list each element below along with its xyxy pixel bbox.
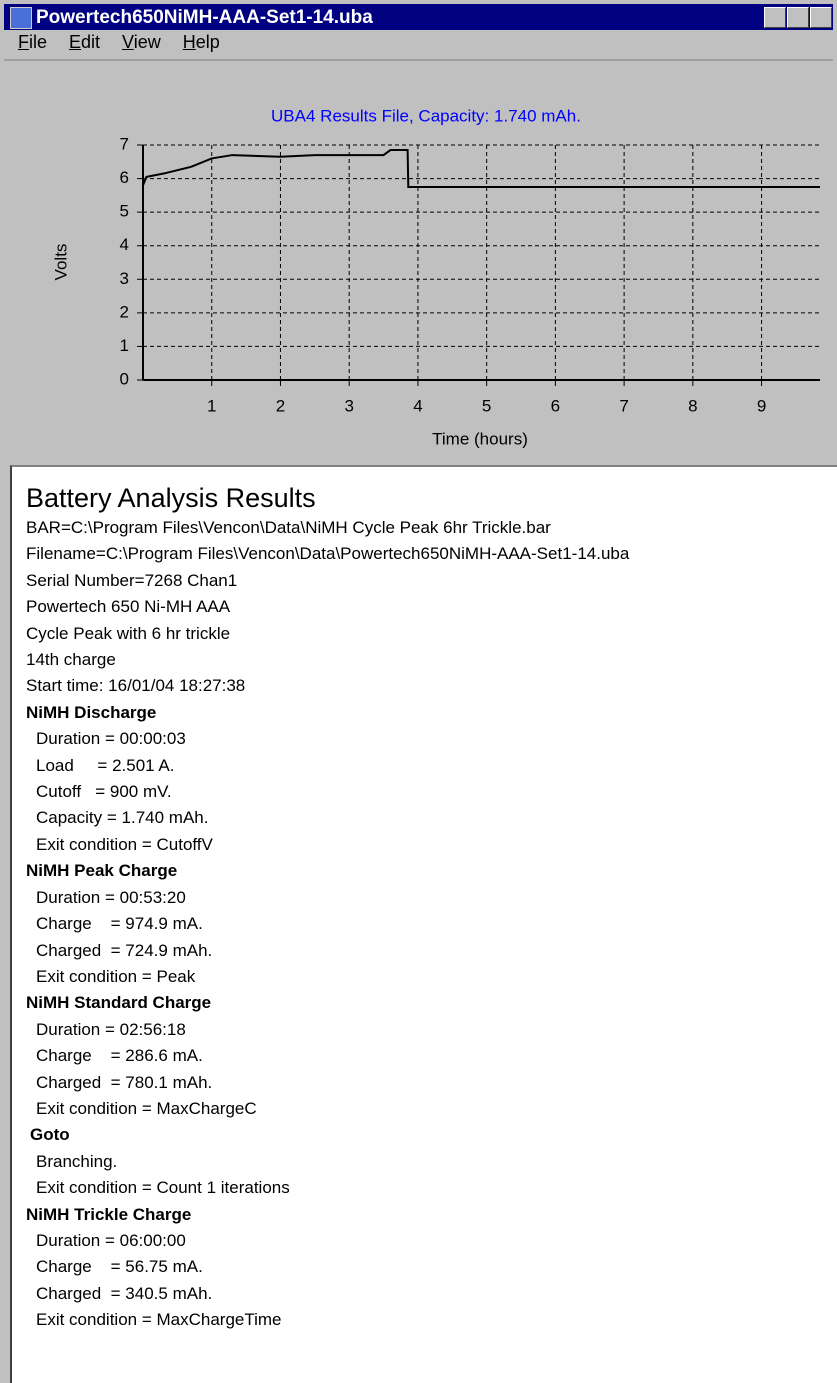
report-line: Filename=C:\Program Files\Vencon\Data\Po… (26, 544, 630, 564)
x-tick-label: 9 (757, 396, 766, 415)
report-line: Duration = 06:00:00 (36, 1230, 186, 1250)
report-line: Capacity = 1.740 mAh. (36, 808, 209, 828)
x-tick-label: 7 (619, 396, 628, 415)
y-tick-label: 5 (120, 202, 129, 221)
x-tick-label: 8 (688, 396, 697, 415)
report-line: Charge = 974.9 mA. (36, 914, 203, 934)
y-tick-label: 1 (120, 336, 129, 355)
report-line: Start time: 16/01/04 18:27:38 (26, 676, 246, 696)
x-tick-label: 2 (276, 396, 285, 415)
y-tick-label: 4 (120, 235, 129, 254)
report-line: Charged = 780.1 mAh. (36, 1072, 213, 1092)
section-heading: NiMH Peak Charge (26, 861, 178, 881)
report-line: Exit condition = MaxChargeTime (36, 1310, 282, 1330)
menu-bar: File Edit View Help (4, 32, 228, 58)
report-pane: Battery Analysis Results BAR=C:\Program F… (10, 465, 837, 1383)
section-heading: NiMH Standard Charge (26, 993, 212, 1013)
report-title: Battery Analysis Results (26, 483, 316, 513)
report-line: Charged = 724.9 mAh. (36, 940, 213, 960)
y-tick-label: 7 (120, 134, 129, 153)
report-line: Exit condition = Peak (36, 966, 196, 986)
menu-item[interactable]: File (18, 32, 48, 52)
report-line: Load = 2.501 A. (36, 755, 175, 775)
report-line: Charge = 56.75 mA. (36, 1257, 203, 1277)
y-tick-label: 2 (120, 302, 129, 321)
report-line: Exit condition = CutoffV (36, 834, 213, 854)
section-heading: Goto (30, 1125, 70, 1145)
report-line: 14th charge (26, 650, 116, 670)
y-tick-label: 3 (120, 269, 129, 288)
report-line: Exit condition = Count 1 iterations (36, 1178, 290, 1198)
chart: UBA4 Results File, Capacity: 1.740 mAh. … (4, 59, 833, 448)
x-tick-label: 4 (413, 396, 422, 415)
report-line: Serial Number=7268 Chan1 (26, 570, 238, 590)
report-line: Charged = 340.5 mAh. (36, 1283, 213, 1303)
y-axis-label: Volts (51, 244, 70, 281)
section-heading: NiMH Trickle Charge (26, 1204, 192, 1224)
data-line (142, 149, 820, 188)
report-line: Duration = 02:56:18 (36, 1019, 186, 1039)
x-tick-label: 6 (551, 396, 560, 415)
x-tick-label: 3 (344, 396, 353, 415)
y-tick-label: 0 (120, 369, 129, 388)
y-tick-label: 6 (120, 168, 129, 187)
maximize-button[interactable] (787, 7, 809, 28)
report-line: Duration = 00:53:20 (36, 887, 186, 907)
minimize-button[interactable] (764, 7, 786, 28)
chart-title: UBA4 Results File, Capacity: 1.740 mAh. (271, 106, 581, 125)
report-line: Duration = 00:00:03 (36, 729, 186, 749)
report-line: Cycle Peak with 6 hr trickle (26, 623, 231, 643)
report-line: Charge = 286.6 mA. (36, 1046, 203, 1066)
window-title: Powertech650NiMH-AAA-Set1-14.uba (36, 7, 373, 28)
close-button[interactable] (810, 7, 832, 28)
menu-item[interactable]: Edit (69, 32, 101, 52)
app-icon (10, 7, 32, 29)
report-line: Branching. (36, 1151, 118, 1171)
menu-item[interactable]: View (122, 32, 161, 52)
x-tick-label: 5 (482, 396, 491, 415)
title-bar: Powertech650NiMH-AAA-Set1-14.uba (4, 4, 833, 30)
x-axis-label: Time (hours) (432, 429, 528, 448)
section-heading: NiMH Discharge (26, 702, 157, 722)
menu-item[interactable]: Help (182, 32, 220, 52)
report-line: BAR=C:\Program Files\Vencon\Data\NiMH Cy… (26, 518, 551, 537)
report-line: Powertech 650 Ni-MH AAA (26, 597, 231, 617)
report-line: Cutoff = 900 mV. (36, 782, 172, 802)
report-line: Exit condition = MaxChargeC (36, 1098, 257, 1118)
x-tick-label: 1 (207, 396, 216, 415)
